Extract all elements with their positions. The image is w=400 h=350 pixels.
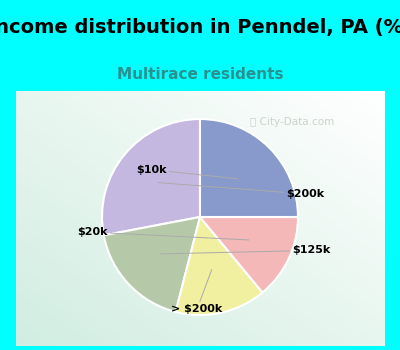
Text: $20k: $20k — [77, 227, 249, 240]
Wedge shape — [176, 217, 262, 315]
Text: Multirace residents: Multirace residents — [117, 67, 283, 82]
Text: Income distribution in Penndel, PA (%): Income distribution in Penndel, PA (%) — [0, 18, 400, 37]
Text: > $200k: > $200k — [171, 270, 222, 314]
Text: $10k: $10k — [136, 164, 238, 179]
Wedge shape — [102, 119, 200, 235]
Wedge shape — [200, 119, 298, 217]
Text: $200k: $200k — [158, 183, 324, 199]
Text: $125k: $125k — [161, 245, 331, 256]
Text: ⓘ City-Data.com: ⓘ City-Data.com — [250, 117, 334, 127]
Wedge shape — [200, 217, 298, 293]
Wedge shape — [104, 217, 200, 312]
